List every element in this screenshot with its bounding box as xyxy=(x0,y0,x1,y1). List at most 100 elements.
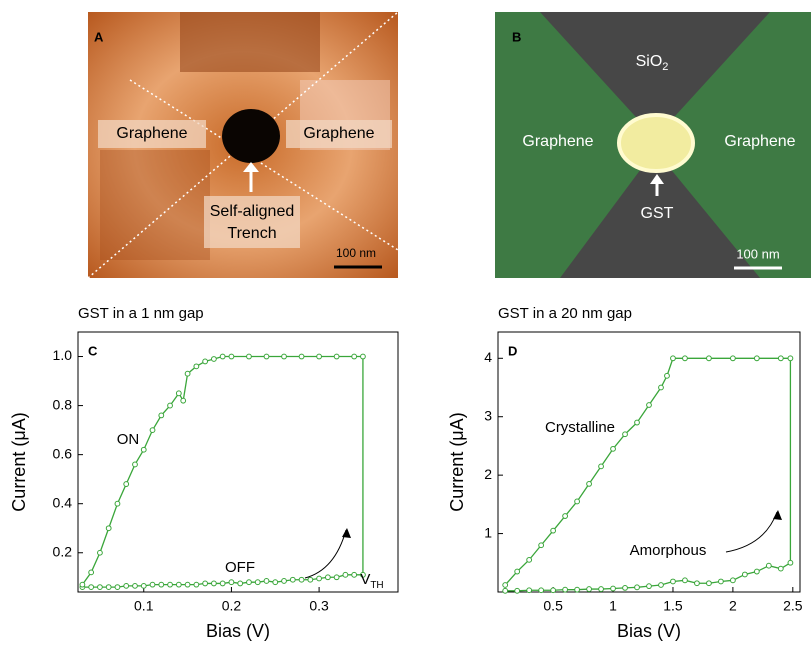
data-point xyxy=(281,578,287,584)
data-point xyxy=(105,584,112,590)
data-point xyxy=(765,562,772,569)
data-point xyxy=(298,353,305,360)
y-tick-label: 0.6 xyxy=(53,445,73,461)
annotation: ON xyxy=(117,431,140,448)
data-point xyxy=(263,353,270,360)
data-point xyxy=(598,586,604,592)
data-point xyxy=(658,384,664,391)
annotation: Amorphous xyxy=(630,542,707,559)
data-point xyxy=(682,355,688,362)
image-callout: Trench xyxy=(227,225,276,242)
data-point xyxy=(175,390,182,397)
data-point xyxy=(550,527,557,534)
data-point xyxy=(246,353,252,360)
data-point xyxy=(88,584,95,590)
image-label: SiO2 xyxy=(636,53,669,73)
data-point xyxy=(246,579,252,586)
data-point xyxy=(228,579,235,586)
data-point xyxy=(351,353,358,360)
y-tick-label: 0.8 xyxy=(53,396,73,412)
image-a: A Graphene Graphene Self-aligned Trench … xyxy=(87,11,399,279)
image-label: Graphene xyxy=(522,133,593,150)
x-tick-label: 1.5 xyxy=(663,598,683,614)
data-point xyxy=(360,571,366,578)
data-point xyxy=(787,355,794,362)
data-point xyxy=(670,578,676,585)
data-point xyxy=(114,584,121,590)
data-point xyxy=(610,445,616,452)
annotation-text: OFF xyxy=(225,559,255,576)
data-point xyxy=(219,353,226,360)
plot-frame xyxy=(77,331,399,593)
data-point xyxy=(140,582,147,589)
data-point xyxy=(360,353,366,360)
panel-letter: B xyxy=(512,29,521,44)
data-point xyxy=(514,587,521,594)
x-axis-label: Bias (V) xyxy=(617,621,681,641)
data-point xyxy=(351,571,358,578)
panel-letter: A xyxy=(94,29,104,44)
data-point xyxy=(202,358,209,365)
data-point xyxy=(741,571,748,578)
data-point xyxy=(634,419,640,426)
data-point xyxy=(574,586,580,593)
data-point xyxy=(184,581,191,588)
data-point xyxy=(210,356,217,362)
data-point xyxy=(105,525,112,532)
data-point xyxy=(79,581,86,588)
data-point xyxy=(787,559,794,566)
data-point xyxy=(316,575,322,582)
data-point xyxy=(670,355,676,362)
data-point xyxy=(526,587,533,594)
y-tick-label: 1.0 xyxy=(53,347,73,363)
data-point xyxy=(622,585,628,591)
data-point xyxy=(132,461,138,468)
x-tick-label: 0.1 xyxy=(134,598,154,614)
data-point xyxy=(526,556,533,563)
data-point xyxy=(694,580,700,587)
data-point xyxy=(574,498,580,505)
y-tick-label: 1 xyxy=(484,524,492,540)
annotation-arrow xyxy=(304,529,347,579)
panel-letter: D xyxy=(508,343,517,358)
label-text: SiO xyxy=(636,53,663,70)
data-point xyxy=(753,355,760,362)
data-point xyxy=(97,549,103,556)
data-point xyxy=(333,574,340,581)
x-tick-label: 2.5 xyxy=(783,598,803,614)
data-point xyxy=(228,353,235,360)
data-point xyxy=(281,353,287,360)
plot-frame xyxy=(497,331,801,593)
data-point xyxy=(298,576,305,583)
data-point xyxy=(502,587,509,594)
data-point xyxy=(237,580,244,587)
data-point xyxy=(97,584,103,590)
data-point xyxy=(184,370,191,377)
image-label: Graphene xyxy=(724,133,795,150)
data-point xyxy=(123,481,130,487)
data-point xyxy=(149,581,156,588)
data-point xyxy=(210,580,217,587)
image-b: B Graphene Graphene SiO2 GST 100 nm xyxy=(495,12,811,278)
annotation-text: Crystalline xyxy=(545,419,615,436)
data-point xyxy=(538,542,545,549)
data-point xyxy=(562,513,569,519)
y-tick-label: 2 xyxy=(484,466,492,482)
annotation-arrow xyxy=(725,511,778,553)
chart-title: GST in a 1 nm gap xyxy=(78,305,204,322)
data-point xyxy=(140,446,147,453)
x-axis-label: Bias (V) xyxy=(206,621,270,641)
data-point xyxy=(123,582,130,589)
data-point xyxy=(272,579,279,586)
scale-label: 100 nm xyxy=(736,246,779,261)
data-point xyxy=(158,412,165,419)
data-point xyxy=(193,581,200,588)
data-point xyxy=(193,363,200,370)
image-callout: GST xyxy=(641,205,674,222)
data-point xyxy=(202,580,209,587)
data-point xyxy=(729,577,736,584)
arrow-head xyxy=(773,510,782,520)
x-tick-label: 1 xyxy=(609,598,617,614)
x-tick-label: 0.2 xyxy=(222,598,242,614)
annotation: OFF xyxy=(225,559,255,576)
